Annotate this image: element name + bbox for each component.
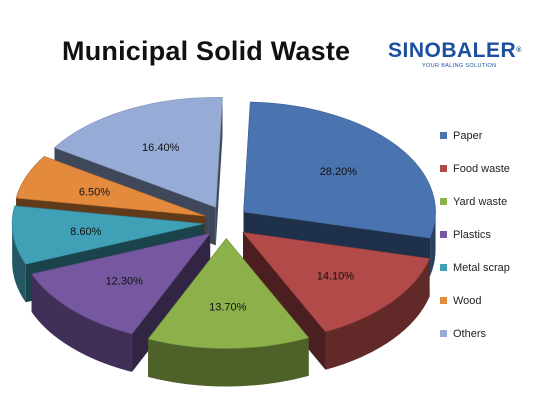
legend-label-plastics: Plastics bbox=[453, 229, 491, 241]
data-label-wood: 6.50% bbox=[79, 186, 110, 198]
chart-title: Municipal Solid Waste bbox=[62, 36, 351, 66]
pie-labels: 28.20% 14.10% 13.70% 12.30% 8.60% 6.50% 16.40% bbox=[70, 142, 357, 314]
data-label-plastics: 12.30% bbox=[106, 276, 144, 288]
pie-slice-yard-waste bbox=[147, 238, 310, 349]
pie-slice-food-waste bbox=[242, 232, 431, 333]
legend-label-yard-waste: Yard waste bbox=[453, 196, 507, 208]
pie-slice-others bbox=[53, 97, 223, 208]
legend-swatch-yard-waste bbox=[440, 198, 447, 205]
legend: Paper Food waste Yard waste Plastics Metal s… bbox=[440, 130, 510, 340]
legend-swatch-wood bbox=[440, 297, 447, 304]
legend-swatch-metal-scrap bbox=[440, 264, 447, 271]
pie-slice-plastics bbox=[31, 232, 211, 335]
pie-tops bbox=[11, 97, 436, 349]
logo-wordmark: SINOBALER® bbox=[388, 39, 522, 62]
slice-side-plastics-0 bbox=[31, 273, 133, 372]
slice-wall-others-1 bbox=[215, 97, 223, 246]
slice-side-metal-scrap-0 bbox=[12, 223, 26, 303]
data-label-paper: 28.20% bbox=[320, 166, 358, 178]
legend-swatch-plastics bbox=[440, 231, 447, 238]
pie-slice-wood bbox=[15, 156, 206, 217]
logo-tagline: YOUR BALING SOLUTION bbox=[422, 63, 497, 69]
legend-label-wood: Wood bbox=[453, 295, 482, 307]
legend-swatch-others bbox=[440, 330, 447, 337]
legend-label-metal-scrap: Metal scrap bbox=[453, 262, 510, 274]
slice-side-yard-waste-0 bbox=[148, 337, 309, 387]
data-label-others: 16.40% bbox=[142, 142, 180, 154]
data-label-metal-scrap: 8.60% bbox=[70, 226, 101, 238]
data-label-food-waste: 14.10% bbox=[317, 270, 355, 282]
legend-label-others: Others bbox=[453, 328, 487, 340]
legend-label-food-waste: Food waste bbox=[453, 163, 510, 175]
pie-slice-paper bbox=[243, 101, 436, 239]
brand-logo: SINOBALER® YOUR BALING SOLUTION bbox=[388, 39, 522, 74]
data-label-yard-waste: 13.70% bbox=[209, 302, 247, 314]
legend-label-paper: Paper bbox=[453, 130, 483, 142]
legend-swatch-paper bbox=[440, 132, 447, 139]
slice-side-food-waste-0 bbox=[325, 258, 430, 370]
legend-swatch-food-waste bbox=[440, 165, 447, 172]
slice-side-paper-0 bbox=[430, 212, 436, 277]
pie-slice-metal-scrap bbox=[11, 205, 205, 265]
